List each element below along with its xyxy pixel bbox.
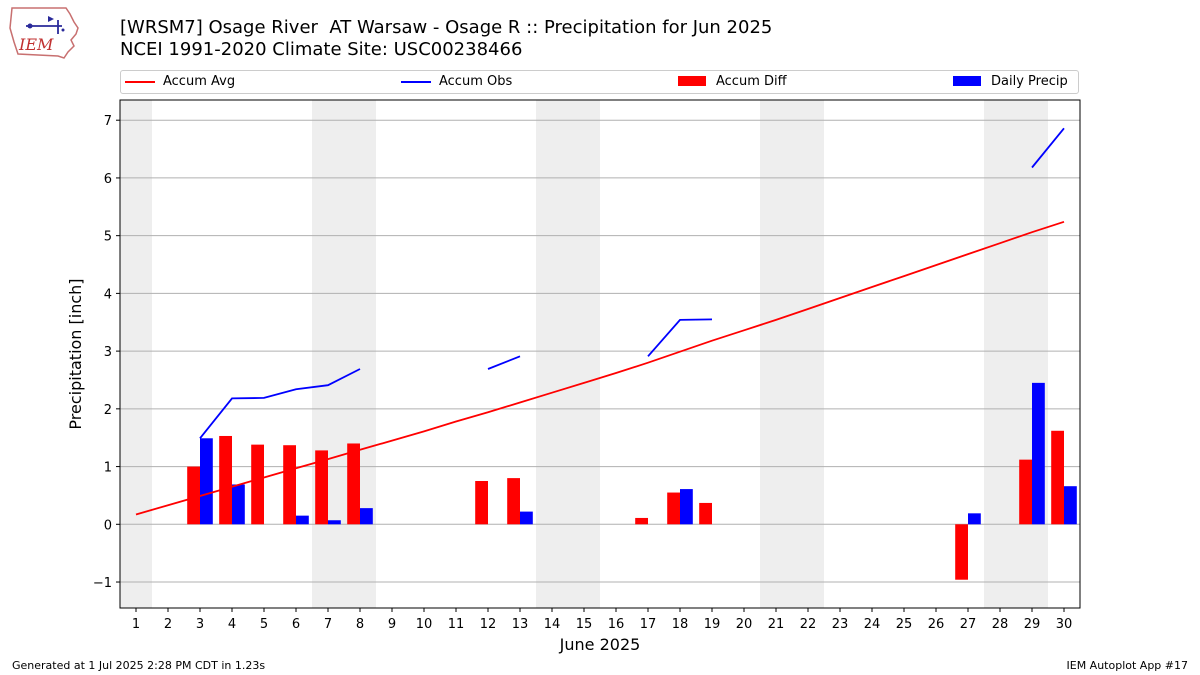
plot-frame	[119, 99, 1081, 609]
accum-diff-bar	[219, 435, 232, 525]
legend-label: Accum Avg	[163, 74, 236, 89]
footer-generated: Generated at 1 Jul 2025 2:28 PM CDT in 1…	[12, 659, 266, 672]
x-tick-label: 5	[260, 617, 268, 632]
x-tick-label: 4	[228, 617, 236, 632]
x-tick-label: 7	[324, 617, 332, 632]
x-tick-label: 26	[928, 617, 945, 632]
x-tick-label: 21	[768, 617, 785, 632]
accum-diff-bar	[1051, 430, 1064, 525]
legend-label: Accum Obs	[439, 74, 513, 89]
y-tick-label: 0	[104, 518, 112, 533]
legend-item-accum-avg: Accum Avg	[125, 74, 235, 90]
daily-precip-bar	[296, 515, 309, 525]
x-tick-label: 19	[704, 617, 721, 632]
weekend-band	[760, 100, 824, 608]
accum-diff-bar	[251, 444, 264, 525]
x-tick-label: 13	[512, 617, 529, 632]
weekend-band	[536, 100, 600, 608]
accum-diff-bar	[347, 443, 360, 525]
accum-diff-bar	[475, 481, 488, 525]
x-tick-label: 22	[800, 617, 817, 632]
x-tick-label: 25	[896, 617, 913, 632]
daily-precip-bar	[232, 484, 245, 525]
accum-diff-bar	[955, 524, 968, 580]
accum-obs-line	[1031, 127, 1065, 169]
daily-precip-bar	[360, 508, 373, 525]
accum-obs-line	[487, 355, 521, 370]
y-tick-label: 1	[104, 461, 112, 476]
x-tick-label: 29	[1024, 617, 1041, 632]
x-tick-label: 14	[544, 617, 561, 632]
x-tick-label: 11	[448, 617, 465, 632]
x-tick-label: 18	[672, 617, 689, 632]
y-tick-label: −1	[93, 576, 112, 591]
y-tick-label: 5	[104, 230, 112, 245]
x-tick-label: 8	[356, 617, 364, 632]
weekend-band	[984, 100, 1048, 608]
daily-precip-bar	[968, 513, 981, 525]
x-tick-label: 16	[608, 617, 625, 632]
iem-logo: IEM	[9, 7, 79, 59]
weekend-band	[120, 100, 152, 608]
logo-text: IEM	[18, 35, 54, 54]
legend-swatch-accum-diff	[678, 76, 706, 86]
accum-diff-bar	[667, 492, 680, 525]
x-tick-label: 3	[196, 617, 204, 632]
x-tick-label: 17	[640, 617, 657, 632]
legend-swatch-accum-obs	[401, 81, 431, 83]
accum-diff-bar	[283, 445, 296, 525]
x-tick-label: 1	[132, 617, 140, 632]
weekend-band	[312, 100, 376, 608]
accum-obs-line	[199, 368, 361, 439]
y-axis-label: Precipitation [inch]	[66, 278, 85, 429]
daily-precip-bar	[200, 438, 213, 525]
accum-diff-bar	[1019, 459, 1032, 525]
y-tick-label: 3	[104, 345, 112, 360]
daily-precip-bar	[328, 520, 341, 525]
x-axis-label: June 2025	[559, 635, 641, 654]
accum-diff-bar	[187, 466, 200, 525]
x-tick-label: 30	[1056, 617, 1073, 632]
x-tick-label: 28	[992, 617, 1009, 632]
legend-swatch-daily-precip	[953, 76, 981, 86]
x-tick-label: 9	[388, 617, 396, 632]
legend-label: Accum Diff	[716, 74, 787, 89]
x-tick-label: 24	[864, 617, 881, 632]
legend-swatch-accum-avg	[125, 81, 155, 83]
chart-legend: Accum Avg Accum Obs Accum Diff Daily Pre…	[120, 70, 1079, 94]
daily-precip-bar	[1064, 486, 1077, 525]
chart-title: [WRSM7] Osage River AT Warsaw - Osage R …	[120, 17, 773, 38]
legend-item-accum-obs: Accum Obs	[401, 74, 512, 90]
accum-diff-bar	[315, 450, 328, 525]
accum-obs-line	[647, 318, 713, 357]
chart-subtitle: NCEI 1991-2020 Climate Site: USC00238466	[120, 39, 523, 60]
x-tick-label: 23	[832, 617, 849, 632]
legend-item-daily-precip: Daily Precip	[953, 74, 1068, 90]
accum-diff-bar	[699, 502, 712, 525]
x-tick-label: 10	[416, 617, 433, 632]
accum-diff-bar	[635, 517, 648, 525]
x-tick-label: 6	[292, 617, 300, 632]
x-tick-label: 12	[480, 617, 497, 632]
x-tick-label: 20	[736, 617, 753, 632]
accum-avg-line	[135, 220, 1065, 516]
daily-precip-bar	[680, 489, 693, 525]
x-tick-label: 2	[164, 617, 172, 632]
legend-item-accum-diff: Accum Diff	[678, 74, 787, 90]
y-tick-label: 2	[104, 403, 112, 418]
daily-precip-bar	[1032, 382, 1045, 525]
accum-diff-bar	[507, 478, 520, 525]
y-tick-label: 7	[104, 114, 112, 129]
y-tick-label: 4	[104, 287, 112, 302]
legend-label: Daily Precip	[991, 74, 1068, 89]
y-tick-label: 6	[104, 172, 112, 187]
x-tick-label: 15	[576, 617, 593, 632]
x-tick-label: 27	[960, 617, 977, 632]
daily-precip-bar	[520, 511, 533, 525]
footer-app: IEM Autoplot App #17	[1066, 659, 1189, 672]
